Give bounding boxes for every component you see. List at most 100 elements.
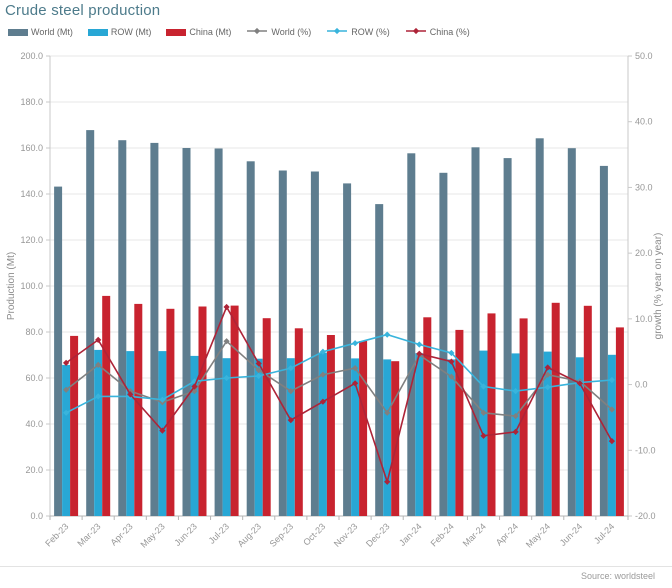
china-mt-bar: [198, 306, 207, 516]
y-axis-tick-label-left: 60.0: [25, 373, 43, 383]
china-pct-marker: [576, 380, 583, 387]
row-mt-bar: [190, 355, 199, 516]
china-pct-marker: [319, 398, 327, 405]
y-axis-tick-label-right: -10.0: [635, 445, 656, 455]
world-mt-bar: [503, 158, 512, 516]
china-mt-bar: [294, 328, 303, 516]
legend-item-label: World (%): [271, 27, 312, 37]
china-pct-marker: [416, 350, 423, 357]
x-axis-tick-label: Jul-23: [207, 521, 231, 545]
x-axis-tick-label: Aug-23: [236, 521, 264, 549]
row-mt-bar: [383, 359, 392, 516]
world-mt-bar: [471, 147, 480, 517]
chart-plot-canvas: Production (Mt) growth (% year on year) …: [6, 51, 664, 550]
legend-item-world-mt[interactable]: World (Mt): [8, 27, 73, 37]
world-pct-line: [65, 339, 613, 417]
y-axis-tick-label-right: 0.0: [635, 380, 648, 390]
legend-item-row-pct[interactable]: ROW (%): [326, 26, 390, 38]
x-axis-tick-label: May-23: [139, 521, 167, 549]
row-pct-marker: [223, 374, 230, 382]
china-pct-marker: [512, 428, 519, 436]
legend-item-label: China (Mt): [189, 27, 232, 37]
china-mt-bar: [166, 308, 175, 516]
world-mt-bar: [278, 170, 287, 516]
legend-item-china-mt[interactable]: China (Mt): [166, 27, 231, 37]
china-mt-bar: [262, 318, 271, 516]
y-axis-tick-label-left: 180.0: [20, 97, 43, 107]
row-mt-bar: [351, 358, 360, 516]
x-axis-tick-label: Jun-23: [172, 521, 199, 548]
x-axis-tick-label: Oct-23: [301, 521, 327, 547]
china-mt-bar: [423, 317, 432, 516]
row-pct-legend-marker: [326, 26, 348, 38]
legend-item-world-pct[interactable]: World (%): [246, 26, 311, 38]
world-pct-marker: [223, 338, 230, 345]
row-mt-bar: [415, 353, 424, 516]
row-pct-marker: [287, 364, 294, 372]
world-mt-bar: [182, 148, 191, 516]
row-mt-bar: [286, 358, 295, 516]
china-mt-bar: [487, 313, 496, 516]
row-mt-bar: [222, 358, 231, 516]
china-mt-bar: [70, 335, 79, 516]
row-pct-marker: [351, 340, 359, 347]
row-mt-bar: [575, 357, 584, 516]
chart-area: Production (Mt) growth (% year on year) …: [6, 51, 664, 550]
legend-item-row-mt[interactable]: ROW (Mt): [87, 27, 152, 37]
china-mt-bar: [391, 361, 400, 516]
world-pct-marker: [351, 364, 359, 372]
row-pct-marker: [319, 348, 327, 355]
x-axis-tick-label: Jul-24: [592, 521, 616, 545]
legend-item-label: World (Mt): [31, 27, 73, 37]
world-pct-marker: [255, 366, 262, 374]
y-axis-tick-label-right: 40.0: [635, 117, 653, 127]
legend-item-china-pct[interactable]: China (%): [405, 26, 470, 38]
x-axis-tick-label: May-24: [524, 521, 552, 549]
world-mt-bar: [375, 204, 384, 516]
world-mt-bar: [310, 171, 319, 516]
china-mt-bar: [134, 303, 143, 516]
world-mt-bar: [150, 142, 159, 516]
china-pct-line: [65, 305, 613, 485]
row-mt-bar: [62, 364, 71, 516]
legend-item-label: China (%): [429, 27, 470, 37]
y-axis-tick-label-right: 50.0: [635, 51, 653, 61]
x-axis-tick-label: Feb-23: [43, 521, 70, 548]
x-axis-tick-label: Jan-24: [397, 521, 424, 548]
china-mt-bar: [230, 305, 239, 516]
y-axis-tick-label-left: 100.0: [20, 281, 43, 291]
x-axis-tick-label: Mar-23: [75, 521, 102, 548]
y-axis-tick-label-left: 80.0: [25, 327, 43, 337]
y-axis-tick-label-left: 120.0: [20, 235, 43, 245]
x-axis-tick-label: Jun-24: [558, 521, 585, 548]
china-pct-marker: [351, 380, 359, 387]
y-axis-tick-label-left: 160.0: [20, 143, 43, 153]
china-pct-marker: [255, 360, 262, 367]
china-pct-legend-marker: [405, 26, 427, 38]
china-mt-bar: [551, 302, 560, 516]
y-axis-tick-label-right: 20.0: [635, 248, 653, 258]
china-pct-marker: [287, 416, 294, 424]
y-axis-tick-label-left: 40.0: [25, 419, 43, 429]
world-mt-bar: [343, 183, 352, 516]
x-axis-tick-label: Feb-24: [429, 521, 456, 548]
world-mt-bar: [214, 148, 223, 516]
row-mt-legend-swatch: [87, 28, 108, 36]
world-pct-marker: [480, 409, 487, 416]
world-mt-bar: [407, 153, 416, 517]
x-axis-tick-label: Mar-24: [461, 521, 488, 548]
y-axis-title-right: growth (% year on year): [653, 233, 664, 340]
china-pct-marker: [448, 358, 455, 365]
y-axis-tick-label-right: 10.0: [635, 314, 653, 324]
row-pct-marker: [448, 349, 455, 357]
china-pct-marker: [480, 432, 487, 439]
legend-item-label: ROW (Mt): [110, 27, 152, 37]
world-mt-bar: [535, 138, 544, 517]
row-pct-marker: [416, 341, 423, 348]
world-pct-marker: [287, 387, 294, 395]
row-pct-marker: [384, 331, 391, 338]
world-pct-legend-marker: [246, 26, 268, 38]
world-mt-bar: [246, 161, 255, 517]
y-axis-title-left: Production (Mt): [6, 252, 17, 320]
row-pct-marker: [255, 372, 262, 380]
